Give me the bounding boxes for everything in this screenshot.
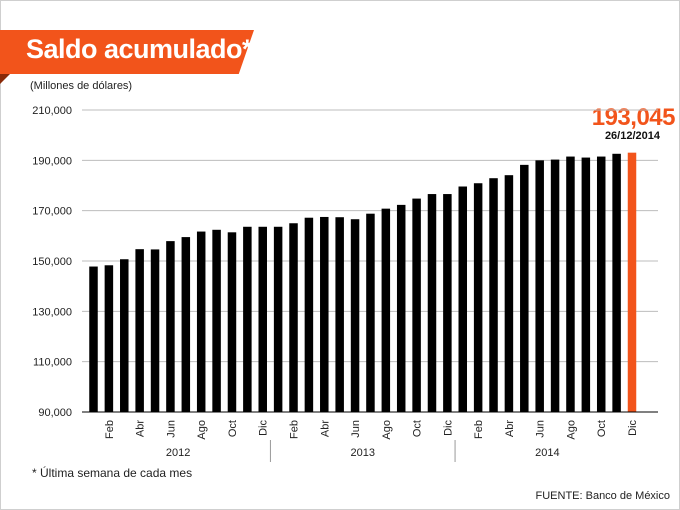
bar xyxy=(381,208,391,412)
source-note: FUENTE: Banco de México xyxy=(535,490,671,502)
bar xyxy=(150,249,160,412)
bar xyxy=(335,217,344,412)
x-tick-label: Dic xyxy=(258,420,270,436)
year-label: 2012 xyxy=(166,447,190,459)
x-tick-label: Oct xyxy=(596,420,608,437)
bar xyxy=(443,194,452,412)
bar xyxy=(350,219,360,412)
bar xyxy=(212,229,221,412)
bar xyxy=(612,153,621,413)
bars xyxy=(89,152,637,413)
bar xyxy=(120,259,129,412)
x-tick-label: Jun xyxy=(165,420,177,438)
bar xyxy=(135,249,144,412)
bar xyxy=(304,217,314,412)
title-banner-fold xyxy=(0,74,10,84)
title-banner xyxy=(0,30,254,74)
bar xyxy=(412,198,421,412)
x-tick-label: Dic xyxy=(442,420,454,436)
footnote: * Última semana de cada mes xyxy=(32,466,193,480)
bar xyxy=(320,216,329,412)
x-tick-label: Abr xyxy=(504,420,516,437)
x-tick-label: Abr xyxy=(319,420,331,437)
bar xyxy=(89,266,98,412)
highlight-value: 193,045 xyxy=(591,104,676,131)
x-axis: Feb Abr Jun Ago Oct Dic Feb Abr Jun Ago Oct Dic Feb A… xyxy=(82,411,658,462)
bar xyxy=(243,226,252,412)
bar xyxy=(396,204,406,412)
x-tick-label: Ago xyxy=(381,420,393,440)
x-tick-label: Dic xyxy=(627,420,639,436)
x-tick-label: Ago xyxy=(196,420,208,440)
bar xyxy=(627,152,637,412)
bar xyxy=(166,241,175,412)
bar xyxy=(489,178,498,412)
bar xyxy=(181,237,191,412)
y-tick-label: 190,000 xyxy=(32,155,72,167)
x-tick-label: Abr xyxy=(135,420,147,437)
bar xyxy=(366,213,375,412)
x-tick-label: Feb xyxy=(473,420,485,439)
bar xyxy=(596,156,606,412)
y-tick-label: 90,000 xyxy=(38,407,72,419)
year-label: 2013 xyxy=(351,447,375,459)
bar xyxy=(504,175,514,412)
x-tick-label: Feb xyxy=(289,420,301,439)
y-tick-label: 110,000 xyxy=(33,357,72,369)
bar xyxy=(196,231,206,412)
bar xyxy=(104,265,114,412)
bar xyxy=(458,186,468,412)
x-tick-label: Feb xyxy=(104,420,116,439)
y-tick-label: 170,000 xyxy=(32,206,72,218)
bar xyxy=(258,226,267,412)
bar xyxy=(273,226,283,412)
x-tick-label: Ago xyxy=(565,420,577,440)
chart-title: Saldo acumulado* xyxy=(26,34,253,64)
bar xyxy=(227,232,237,412)
bar xyxy=(520,164,529,412)
bar xyxy=(535,160,544,412)
y-axis-units: (Millones de dólares) xyxy=(30,80,133,92)
year-label: 2014 xyxy=(535,447,559,459)
y-tick-label: 150,000 xyxy=(32,256,72,268)
bar xyxy=(289,223,298,412)
bar xyxy=(473,183,483,412)
highlight-date: 26/12/2014 xyxy=(604,130,660,142)
y-tick-label: 210,000 xyxy=(32,105,72,117)
bar xyxy=(427,194,437,412)
bar xyxy=(550,159,560,412)
x-tick-label: Jun xyxy=(350,420,362,438)
y-tick-labels: 90,000 110,000 130,000 150,000 170,000 190,00… xyxy=(32,105,72,419)
x-tick-label: Oct xyxy=(227,420,239,437)
x-tick-label: Oct xyxy=(412,420,424,437)
y-tick-label: 130,000 xyxy=(32,306,72,318)
bar xyxy=(566,156,575,412)
x-tick-label: Jun xyxy=(535,420,547,438)
bar xyxy=(581,157,591,412)
